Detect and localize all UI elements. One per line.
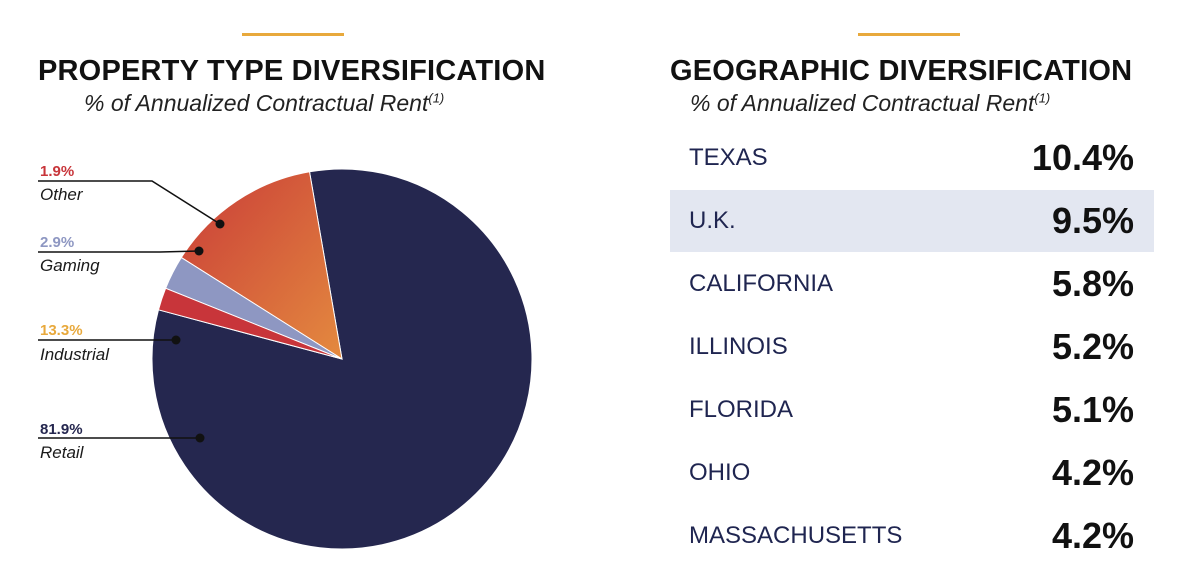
region-value: 5.1% bbox=[1051, 389, 1134, 430]
pie-leader-lines bbox=[38, 180, 225, 443]
region-value: 4.2% bbox=[1051, 515, 1134, 556]
pie-labels: 81.9% Retail 13.3% Industrial 2.9% Gaming 1.9%… bbox=[40, 163, 110, 462]
right-accent-rule bbox=[858, 33, 960, 36]
table-row: TEXAS 10.4% bbox=[670, 127, 1154, 189]
slice-value-industrial: 13.3% bbox=[40, 322, 83, 339]
leader-dot-gaming bbox=[194, 246, 204, 256]
property-type-subtitle: % of Annualized Contractual Rent(1) bbox=[84, 90, 445, 116]
region-name: TEXAS bbox=[689, 144, 768, 171]
property-type-pie-chart: 81.9% Retail 13.3% Industrial 2.9% Gaming 1.9%… bbox=[38, 163, 533, 550]
region-name: ILLINOIS bbox=[689, 333, 788, 360]
slice-value-retail: 81.9% bbox=[40, 421, 83, 438]
region-name: MASSACHUSETTS bbox=[689, 522, 903, 549]
slice-label-industrial: Industrial bbox=[40, 345, 110, 364]
region-value: 4.2% bbox=[1051, 452, 1134, 493]
leader-line-gaming bbox=[38, 250, 200, 253]
leader-dot-other bbox=[215, 219, 225, 229]
table-row: FLORIDA 5.1% bbox=[670, 379, 1154, 441]
leader-line-other bbox=[38, 180, 221, 225]
footnote-marker: (1) bbox=[428, 90, 445, 106]
geographic-subtitle: % of Annualized Contractual Rent(1) bbox=[690, 90, 1051, 116]
table-row: CALIFORNIA 5.8% bbox=[670, 253, 1154, 315]
region-name: U.K. bbox=[689, 207, 736, 234]
table-row: OHIO 4.2% bbox=[670, 442, 1154, 504]
left-accent-rule bbox=[242, 33, 344, 36]
table-row: U.K. 9.5% bbox=[670, 190, 1154, 252]
region-value: 5.8% bbox=[1051, 263, 1134, 304]
slice-value-other: 1.9% bbox=[40, 163, 74, 180]
region-value: 10.4% bbox=[1031, 137, 1134, 178]
region-value: 9.5% bbox=[1051, 200, 1134, 241]
region-name: CALIFORNIA bbox=[689, 270, 834, 297]
pie-slice-industrial bbox=[180, 171, 343, 361]
pie-slices bbox=[151, 168, 533, 550]
table-row: MASSACHUSETTS 4.2% bbox=[670, 505, 1154, 567]
property-type-title: PROPERTY TYPE DIVERSIFICATION bbox=[38, 55, 546, 87]
footnote-marker: (1) bbox=[1034, 90, 1051, 106]
slice-label-gaming: Gaming bbox=[40, 256, 100, 275]
leader-dot-retail bbox=[195, 433, 205, 443]
region-name: FLORIDA bbox=[689, 396, 794, 423]
table-row: ILLINOIS 5.2% bbox=[670, 316, 1154, 378]
region-name: OHIO bbox=[689, 459, 751, 486]
slice-label-retail: Retail bbox=[40, 443, 85, 462]
slice-value-gaming: 2.9% bbox=[40, 234, 74, 251]
leader-dot-industrial bbox=[171, 335, 181, 345]
pie-slice-other bbox=[157, 287, 343, 360]
region-value: 5.2% bbox=[1051, 326, 1134, 367]
geographic-title: GEOGRAPHIC DIVERSIFICATION bbox=[670, 55, 1133, 87]
slice-label-other: Other bbox=[40, 185, 84, 204]
